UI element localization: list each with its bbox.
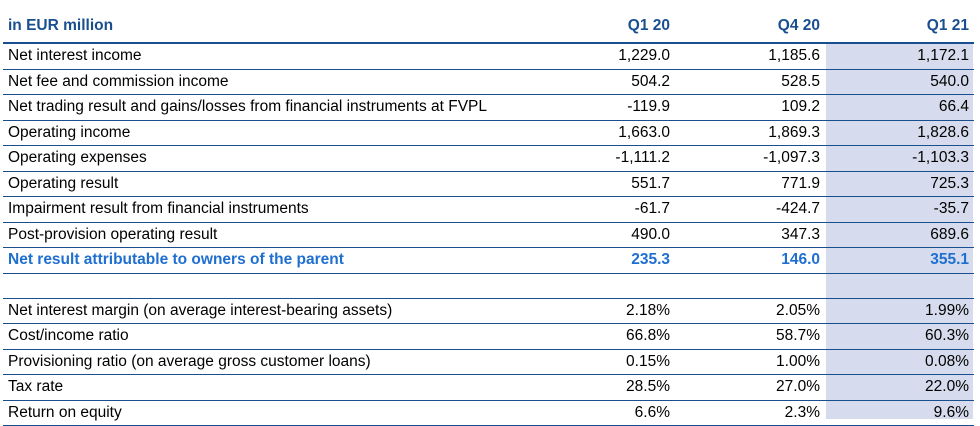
table-row: Operating result 551.7 771.9 725.3 — [3, 171, 974, 197]
value-q1-20: 1,663.0 — [533, 120, 675, 146]
value-q4-20: 347.3 — [675, 222, 825, 248]
header-q4-20: Q4 20 — [675, 9, 825, 44]
value-q1-21: 9.6% — [825, 400, 974, 426]
header-q1-21: Q1 21 — [825, 9, 974, 44]
value-q1-21: -35.7 — [825, 196, 974, 223]
value-q1-21: 725.3 — [825, 171, 974, 197]
value-q1-21: 60.3% — [825, 323, 974, 350]
highlight-row-net-result: Net result attributable to owners of the… — [3, 247, 974, 274]
value-q1-21: 1,172.1 — [825, 43, 974, 70]
table-row: Net trading result and gains/losses from… — [3, 94, 974, 121]
value-q1-20: 551.7 — [533, 171, 675, 197]
row-label: Net result attributable to owners of the… — [3, 247, 533, 274]
row-label: Post-provision operating result — [3, 222, 533, 248]
value-q1-20: 66.8% — [533, 323, 675, 350]
value-q1-20: 1,229.0 — [533, 43, 675, 70]
table-row: Impairment result from financial instrum… — [3, 196, 974, 223]
value-q4-20: 109.2 — [675, 94, 825, 121]
value-q1-20: 28.5% — [533, 374, 675, 401]
value-q1-20: -119.9 — [533, 94, 675, 121]
section-spacer-row — [3, 273, 974, 299]
row-label: Impairment result from financial instrum… — [3, 196, 533, 223]
value-q4-20: 1.00% — [675, 349, 825, 375]
row-label: Operating result — [3, 171, 533, 197]
value-q1-21: 540.0 — [825, 69, 974, 95]
value-q1-20: 0.15% — [533, 349, 675, 375]
value-q4-20: 1,869.3 — [675, 120, 825, 146]
table-row: Tax rate 28.5% 27.0% 22.0% — [3, 374, 974, 401]
value-q1-21: 66.4 — [825, 94, 974, 121]
value-q1-21: 689.6 — [825, 222, 974, 248]
value-q4-20: -1,097.3 — [675, 145, 825, 172]
table-row: Net interest income 1,229.0 1,185.6 1,17… — [3, 43, 974, 70]
row-label: Net fee and commission income — [3, 69, 533, 95]
header-unit-label: in EUR million — [3, 9, 533, 44]
value-q1-20: 2.18% — [533, 298, 675, 324]
table-header-row: in EUR million Q1 20 Q4 20 Q1 21 — [3, 9, 974, 44]
row-label: Net trading result and gains/losses from… — [3, 94, 533, 121]
row-label: Cost/income ratio — [3, 323, 533, 350]
table-row: Post-provision operating result 490.0 34… — [3, 222, 974, 248]
financial-summary-table: in EUR million Q1 20 Q4 20 Q1 21 Net int… — [3, 9, 974, 426]
value-q4-20: 1,185.6 — [675, 43, 825, 70]
value-q1-21: 0.08% — [825, 349, 974, 375]
value-q1-21: -1,103.3 — [825, 145, 974, 172]
value-q4-20: 2.05% — [675, 298, 825, 324]
value-q4-20: -424.7 — [675, 196, 825, 223]
row-label: Operating expenses — [3, 145, 533, 172]
table-row: Net interest margin (on average interest… — [3, 298, 974, 324]
value-q1-21: 1,828.6 — [825, 120, 974, 146]
row-label: Tax rate — [3, 374, 533, 401]
value-q1-21: 22.0% — [825, 374, 974, 401]
row-label: Net interest income — [3, 43, 533, 70]
value-q1-21: 355.1 — [825, 247, 974, 274]
value-q1-20: -1,111.2 — [533, 145, 675, 172]
table-row: Net fee and commission income 504.2 528.… — [3, 69, 974, 95]
value-q1-20: -61.7 — [533, 196, 675, 223]
value-q1-20: 235.3 — [533, 247, 675, 274]
table-row: Cost/income ratio 66.8% 58.7% 60.3% — [3, 323, 974, 350]
table-row: Operating expenses -1,111.2 -1,097.3 -1,… — [3, 145, 974, 172]
header-q1-20: Q1 20 — [533, 9, 675, 44]
value-q1-20: 6.6% — [533, 400, 675, 426]
value-q4-20: 58.7% — [675, 323, 825, 350]
row-label: Return on equity — [3, 400, 533, 426]
value-q1-20: 504.2 — [533, 69, 675, 95]
value-q4-20: 771.9 — [675, 171, 825, 197]
row-label: Operating income — [3, 120, 533, 146]
value-q1-20: 490.0 — [533, 222, 675, 248]
value-q4-20: 2.3% — [675, 400, 825, 426]
value-q4-20: 146.0 — [675, 247, 825, 274]
row-label: Net interest margin (on average interest… — [3, 298, 533, 324]
table-row: Operating income 1,663.0 1,869.3 1,828.6 — [3, 120, 974, 146]
value-q1-21: 1.99% — [825, 298, 974, 324]
table-row: Return on equity 6.6% 2.3% 9.6% — [3, 400, 974, 426]
table-row: Provisioning ratio (on average gross cus… — [3, 349, 974, 375]
row-label: Provisioning ratio (on average gross cus… — [3, 349, 533, 375]
value-q4-20: 528.5 — [675, 69, 825, 95]
value-q4-20: 27.0% — [675, 374, 825, 401]
